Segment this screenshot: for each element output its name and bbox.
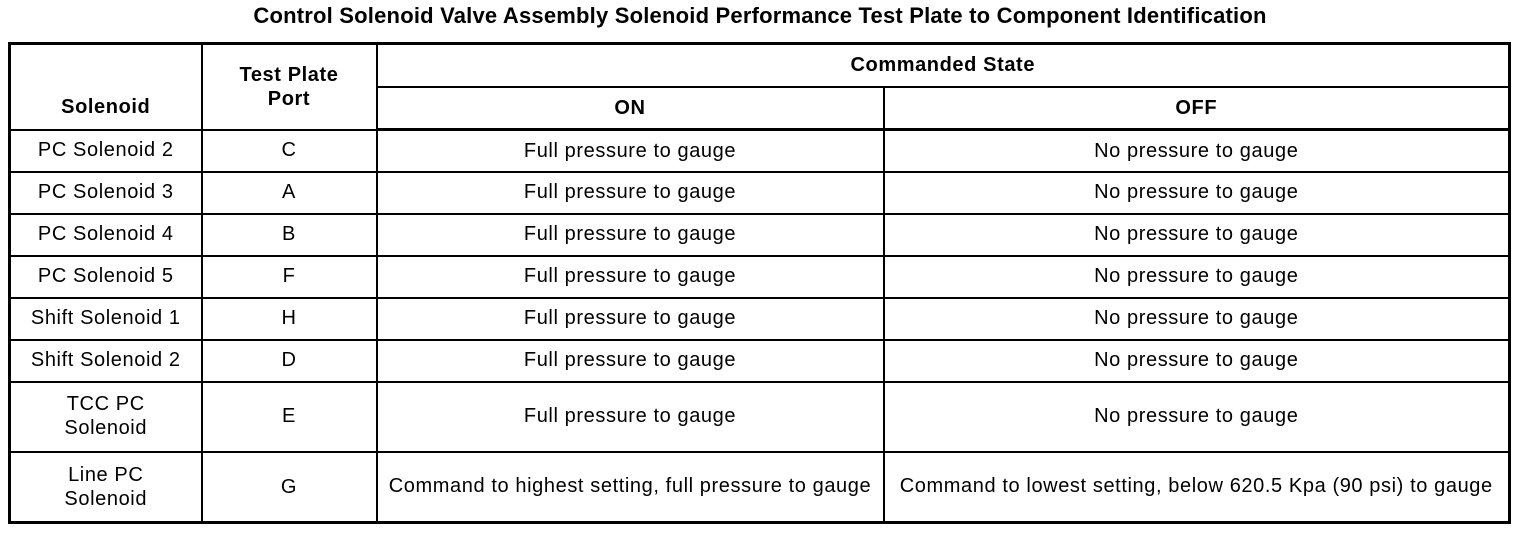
page-title: Control Solenoid Valve Assembly Solenoid… bbox=[253, 3, 1267, 28]
cell-solenoid: Shift Solenoid 1 bbox=[8, 296, 203, 341]
cell-on-state: Full pressure to gauge bbox=[375, 296, 885, 341]
column-header-solenoid: Solenoid bbox=[8, 42, 203, 131]
column-header-solenoid-label: Solenoid bbox=[61, 96, 151, 119]
table-row-shift-solenoid-1: Shift Solenoid 1 H Full pressure to gaug… bbox=[8, 296, 1511, 341]
column-header-commanded-state: Commanded State bbox=[375, 42, 1511, 88]
cell-test-plate-port: F bbox=[200, 254, 378, 299]
cell-off-state: No pressure to gauge bbox=[882, 254, 1511, 299]
header-row-top: Solenoid Test Plate Port Commanded State bbox=[8, 42, 1511, 131]
cell-on-state: Full pressure to gauge bbox=[375, 128, 885, 173]
cell-off-state: No pressure to gauge bbox=[882, 338, 1511, 383]
cell-on-state-label: Command to highest setting, full pressur… bbox=[388, 475, 872, 498]
cell-test-plate-port: H bbox=[200, 296, 378, 341]
column-header-off: OFF bbox=[882, 85, 1511, 131]
cell-test-plate-port: E bbox=[200, 380, 378, 453]
cell-solenoid: TCC PC Solenoid bbox=[8, 380, 203, 453]
cell-solenoid: Shift Solenoid 2 bbox=[8, 338, 203, 383]
cell-solenoid: PC Solenoid 2 bbox=[8, 128, 203, 173]
cell-off-state: No pressure to gauge bbox=[882, 128, 1511, 173]
cell-solenoid: PC Solenoid 3 bbox=[8, 170, 203, 215]
cell-test-plate-port: C bbox=[200, 128, 378, 173]
table-row-line-pc-solenoid: Line PC Solenoid G Command to highest se… bbox=[8, 450, 1511, 524]
cell-on-state: Full pressure to gauge bbox=[375, 380, 885, 453]
column-header-test-plate-port-label: Test Plate Port bbox=[239, 63, 339, 110]
solenoid-performance-table: Solenoid Test Plate Port Commanded State… bbox=[8, 42, 1511, 524]
cell-solenoid: Line PC Solenoid bbox=[8, 450, 203, 524]
cell-solenoid: PC Solenoid 5 bbox=[8, 254, 203, 299]
cell-off-state-label: Command to lowest setting, below 620.5 K… bbox=[899, 475, 1493, 498]
column-header-on: ON bbox=[375, 85, 885, 131]
table-row-shift-solenoid-2: Shift Solenoid 2 D Full pressure to gaug… bbox=[8, 338, 1511, 383]
column-header-test-plate-port: Test Plate Port bbox=[200, 42, 378, 131]
cell-on-state: Command to highest setting, full pressur… bbox=[375, 450, 885, 524]
cell-test-plate-port: A bbox=[200, 170, 378, 215]
cell-off-state: No pressure to gauge bbox=[882, 296, 1511, 341]
cell-off-state: No pressure to gauge bbox=[882, 380, 1511, 453]
table-row-pc-solenoid-2: PC Solenoid 2 C Full pressure to gauge N… bbox=[8, 128, 1511, 173]
cell-off-state: Command to lowest setting, below 620.5 K… bbox=[882, 450, 1511, 524]
cell-on-state: Full pressure to gauge bbox=[375, 170, 885, 215]
cell-solenoid-label: TCC PC Solenoid bbox=[64, 393, 148, 440]
cell-off-state: No pressure to gauge bbox=[882, 212, 1511, 257]
cell-on-state: Full pressure to gauge bbox=[375, 254, 885, 299]
table-row-tcc-pc-solenoid: TCC PC Solenoid E Full pressure to gauge… bbox=[8, 380, 1511, 453]
cell-test-plate-port: G bbox=[200, 450, 378, 524]
cell-off-state: No pressure to gauge bbox=[882, 170, 1511, 215]
cell-solenoid-label: Line PC Solenoid bbox=[64, 463, 148, 510]
table-row-pc-solenoid-5: PC Solenoid 5 F Full pressure to gauge N… bbox=[8, 254, 1511, 299]
cell-test-plate-port: D bbox=[200, 338, 378, 383]
cell-test-plate-port: B bbox=[200, 212, 378, 257]
cell-solenoid: PC Solenoid 4 bbox=[8, 212, 203, 257]
cell-on-state: Full pressure to gauge bbox=[375, 212, 885, 257]
cell-on-state: Full pressure to gauge bbox=[375, 338, 885, 383]
table-row-pc-solenoid-3: PC Solenoid 3 A Full pressure to gauge N… bbox=[8, 170, 1511, 215]
header-row-states: ON OFF bbox=[10, 85, 1511, 131]
table-row-pc-solenoid-4: PC Solenoid 4 B Full pressure to gauge N… bbox=[8, 212, 1511, 257]
